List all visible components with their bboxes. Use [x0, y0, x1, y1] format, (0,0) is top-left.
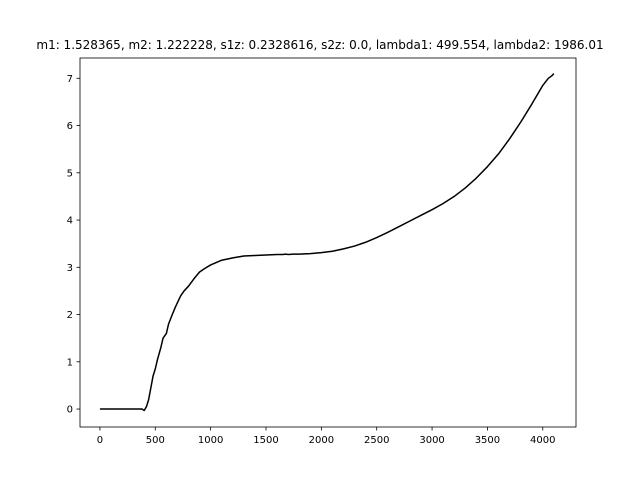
- y-tick-label: 5: [67, 168, 73, 179]
- x-tick-label: 2500: [364, 435, 389, 446]
- x-tick-label: 0: [97, 435, 103, 446]
- y-tick-label: 6: [67, 121, 73, 132]
- plot-frame: [79, 57, 577, 428]
- x-tick-label: 500: [146, 435, 165, 446]
- x-tick-label: 3500: [475, 435, 500, 446]
- x-tick-label: 2000: [309, 435, 334, 446]
- x-tick-label: 1500: [253, 435, 278, 446]
- x-tick-label: 1000: [198, 435, 223, 446]
- plot-area: [80, 58, 576, 427]
- y-axis-ticks: 0 1 2 3 4 5 6 7: [67, 74, 80, 416]
- y-tick-label: 4: [67, 216, 73, 227]
- y-tick-label: 3: [67, 263, 73, 274]
- chart-title: m1: 1.528365, m2: 1.222228, s1z: 0.23286…: [36, 38, 604, 52]
- y-tick-label: 0: [67, 405, 73, 416]
- x-tick-label: 3000: [419, 435, 444, 446]
- y-tick-label: 7: [67, 74, 73, 85]
- y-tick-label: 2: [67, 310, 73, 321]
- x-axis-ticks: 0 500 1000 1500 2000 2500 3000 3500 4000: [97, 427, 556, 446]
- series-line: [99, 73, 555, 412]
- y-tick-label: 1: [67, 357, 73, 368]
- x-tick-label: 4000: [530, 435, 555, 446]
